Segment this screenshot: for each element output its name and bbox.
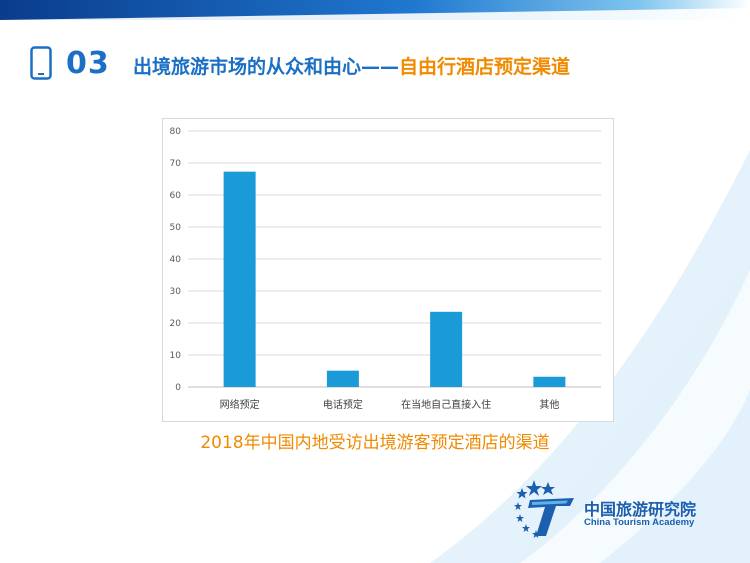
y-tick-label: 80 [170, 127, 182, 137]
academy-logo: 中国旅游研究院 China Tourism Academy [512, 478, 742, 544]
title-main-part: 出境旅游市场的从众和由心—— [133, 56, 400, 78]
academy-name-english: China Tourism Academy [584, 517, 695, 528]
slide-header: 03 出境旅游市场的从众和由心——自由行酒店预定渠道 [30, 44, 730, 84]
academy-emblem-icon [514, 480, 574, 538]
chart-caption: 2018年中国内地受访出境游客预定酒店的渠道 [200, 433, 550, 453]
slide-title: 出境旅游市场的从众和由心——自由行酒店预定渠道 [133, 52, 570, 79]
bar [223, 171, 256, 387]
title-highlight-part: 自由行酒店预定渠道 [399, 56, 571, 78]
x-category-label: 在当地自己直接入住 [401, 398, 491, 411]
section-number: 03 [66, 46, 110, 81]
y-tick-label: 50 [170, 223, 182, 233]
bar-chart: 0 10 20 30 40 50 60 70 80 网络预定 电话预定 在当地自己直接入住 其他 [170, 127, 601, 411]
y-tick-label: 60 [170, 191, 182, 201]
x-category-label: 其他 [539, 398, 559, 411]
academy-name-chinese: 中国旅游研究院 [584, 500, 697, 519]
y-tick-label: 10 [170, 351, 182, 361]
chart-container: 0 10 20 30 40 50 60 70 80 网络预定 电话预定 在当地自己直接入住 其他 [162, 118, 614, 422]
bar [326, 370, 359, 387]
y-tick-label: 0 [175, 383, 181, 393]
y-tick-label: 30 [170, 287, 182, 297]
bar [533, 376, 566, 387]
y-tick-label: 40 [170, 255, 182, 265]
x-category-label: 电话预定 [323, 398, 363, 411]
mobile-phone-icon [30, 46, 52, 80]
x-category-label: 网络预定 [220, 398, 260, 411]
top-gradient-band [0, 0, 750, 24]
bar [430, 311, 463, 387]
y-tick-label: 70 [170, 159, 182, 169]
y-tick-label: 20 [170, 319, 182, 329]
